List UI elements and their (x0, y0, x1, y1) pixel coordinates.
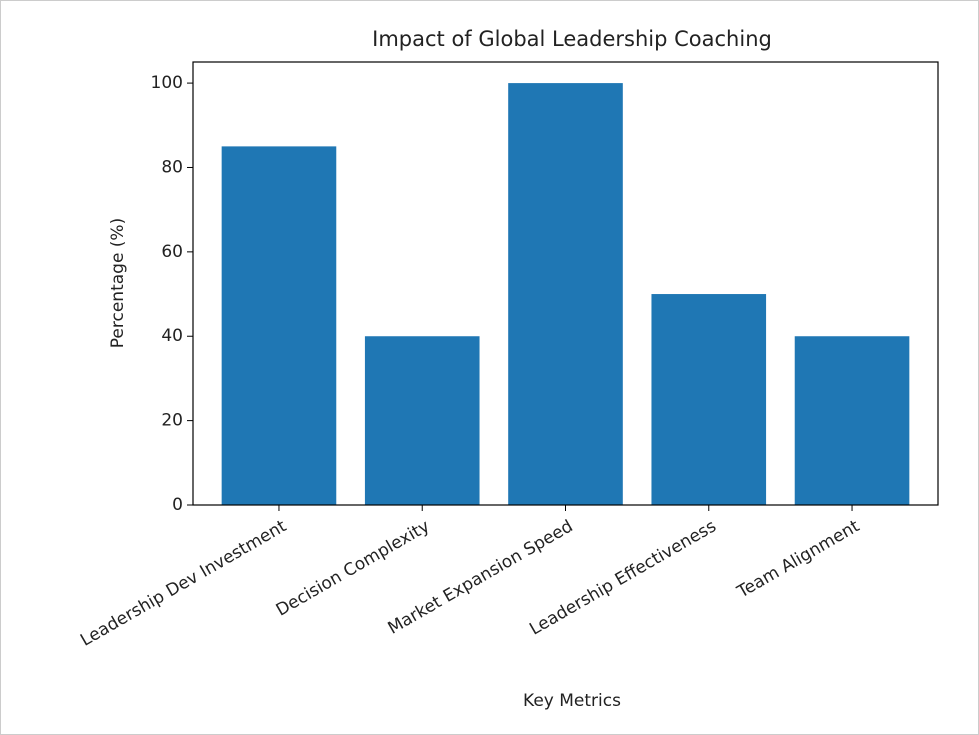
chart-title: Impact of Global Leadership Coaching (372, 27, 772, 51)
y-tick-label: 80 (161, 157, 183, 177)
x-axis-label: Key Metrics (523, 691, 621, 711)
y-tick-label: 60 (161, 242, 183, 262)
y-tick-label: 20 (161, 411, 183, 431)
y-axis-label: Percentage (%) (108, 218, 128, 348)
bar (508, 83, 623, 505)
y-tick-label: 0 (172, 495, 183, 515)
bar (364, 336, 480, 505)
axes-frame (192, 61, 939, 506)
bar (794, 336, 910, 505)
y-tick-label: 40 (161, 326, 183, 346)
bar (651, 294, 767, 505)
y-tick-label: 100 (151, 73, 183, 93)
bar (221, 146, 337, 505)
